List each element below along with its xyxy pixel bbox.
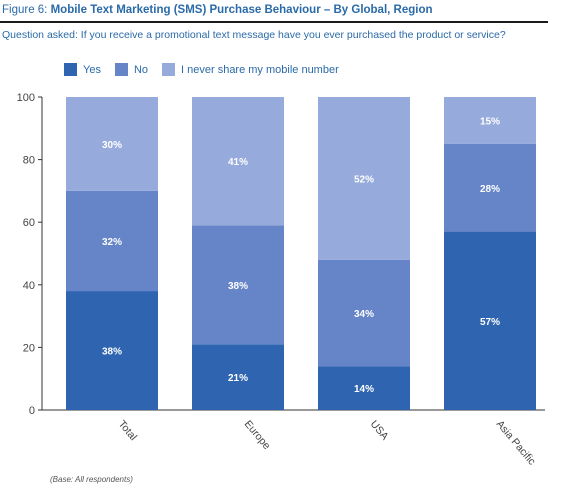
- data-label: 21%: [228, 373, 248, 384]
- legend: Yes No I never share my mobile number: [64, 63, 353, 76]
- y-tick-label: 80: [23, 155, 35, 167]
- bar-segment: [192, 344, 284, 410]
- bar-segment: [192, 97, 284, 226]
- legend-label-never-share: I never share my mobile number: [181, 63, 339, 76]
- legend-swatch-yes: [64, 63, 77, 76]
- data-label: 34%: [354, 309, 374, 320]
- bar-segment: [444, 97, 536, 144]
- legend-item-no: No: [114, 63, 149, 76]
- bar-segment: [318, 97, 410, 260]
- bar-segment: [66, 190, 158, 292]
- bar-segment: [444, 231, 536, 410]
- data-label: 41%: [228, 157, 248, 168]
- base-note: (Base: All respondents): [50, 475, 133, 484]
- figure-label: Figure 6:: [2, 4, 48, 16]
- bar-segment: [444, 143, 536, 232]
- bar-segment: [66, 97, 158, 191]
- data-label: 28%: [480, 184, 500, 195]
- legend-swatch-no: [114, 63, 128, 76]
- data-label: 14%: [354, 384, 374, 395]
- chart-title: Mobile Text Marketing (SMS) Purchase Beh…: [50, 4, 433, 16]
- legend-item-yes: Yes: [64, 63, 101, 76]
- data-label: 57%: [480, 317, 500, 328]
- legend-item-never-share: I never share my mobile number: [162, 63, 339, 76]
- question-text: Question asked: If you receive a promoti…: [2, 29, 506, 41]
- data-label: 32%: [102, 237, 122, 248]
- data-label: 52%: [354, 174, 374, 185]
- x-category-label: USA: [368, 418, 391, 442]
- data-label: 15%: [480, 116, 500, 127]
- legend-swatch-never-share: [162, 63, 176, 76]
- data-label: 38%: [228, 281, 248, 292]
- x-category-label: Asia Pacific: [494, 418, 538, 467]
- bar-segment: [318, 366, 410, 410]
- data-label: 38%: [102, 347, 122, 358]
- x-category-label: Europe: [242, 418, 273, 452]
- y-tick-label: 40: [23, 280, 35, 292]
- data-label: 30%: [102, 140, 122, 151]
- legend-label-yes: Yes: [83, 63, 101, 76]
- figure-title: Figure 6: Mobile Text Marketing (SMS) Pu…: [2, 4, 433, 16]
- y-tick-label: 60: [23, 217, 35, 229]
- y-tick-label: 20: [23, 342, 35, 354]
- bar-segment: [66, 291, 158, 410]
- title-rule: [0, 21, 548, 23]
- x-category-label: Total: [116, 418, 139, 443]
- y-tick-label: 100: [17, 92, 35, 104]
- legend-label-no: No: [133, 63, 149, 76]
- bar-segment: [318, 259, 410, 367]
- bar-segment: [192, 225, 284, 345]
- y-tick-label: 0: [29, 405, 35, 417]
